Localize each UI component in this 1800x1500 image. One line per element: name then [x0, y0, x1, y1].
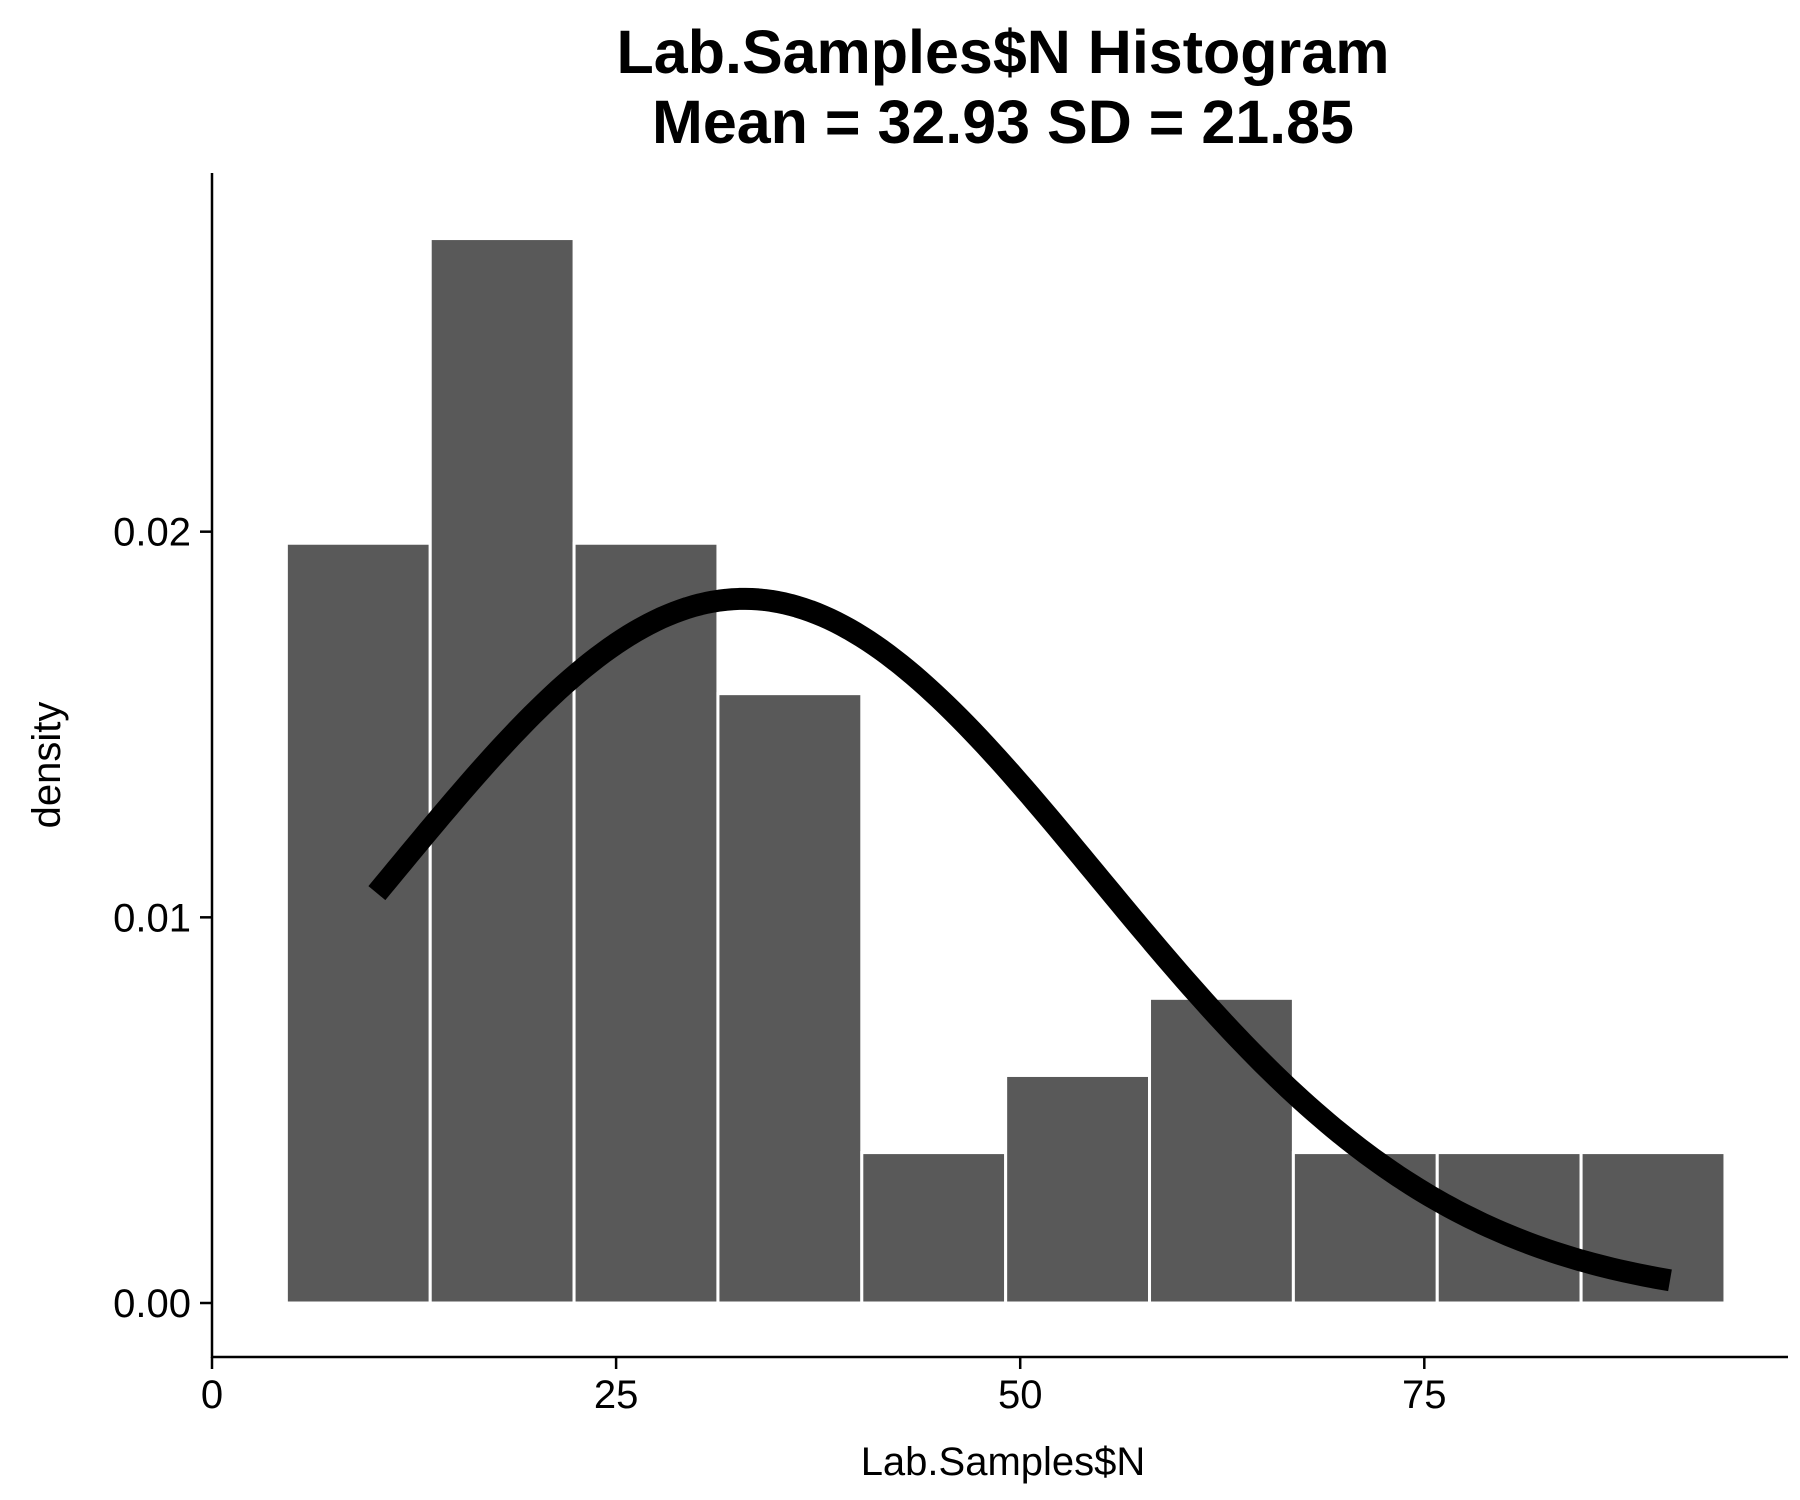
density-curve-layer — [368, 587, 1675, 1292]
histogram-bar-2 — [428, 237, 576, 1305]
y-axis-label: density — [25, 702, 69, 829]
x-tick-label: 50 — [998, 1373, 1043, 1417]
histogram-bar-7 — [1148, 996, 1295, 1305]
y-tick-label: 0.02 — [113, 511, 191, 555]
x-tick-label: 25 — [594, 1373, 639, 1417]
x-tick-label: 0 — [201, 1373, 223, 1417]
y-tick-label: 0.01 — [113, 896, 191, 940]
x-tick-label: 75 — [1402, 1373, 1447, 1417]
density-curve — [368, 587, 1675, 1292]
chart-subtitle: Mean = 32.93 SD = 21.85 — [652, 88, 1354, 156]
axes: 0 25 50 75 0.00 0.01 0.02 — [113, 173, 1788, 1417]
histogram-bar-5 — [860, 1151, 1008, 1305]
chart-title: Lab.Samples$N Histogram — [617, 18, 1390, 86]
histogram-bars — [284, 237, 1727, 1305]
histogram-bar-6 — [1004, 1073, 1152, 1305]
histogram-bar-4 — [716, 692, 864, 1305]
histogram-bar-1 — [284, 541, 432, 1305]
x-axis-label: Lab.Samples$N — [861, 1440, 1146, 1484]
y-tick-label: 0.00 — [113, 1282, 191, 1326]
